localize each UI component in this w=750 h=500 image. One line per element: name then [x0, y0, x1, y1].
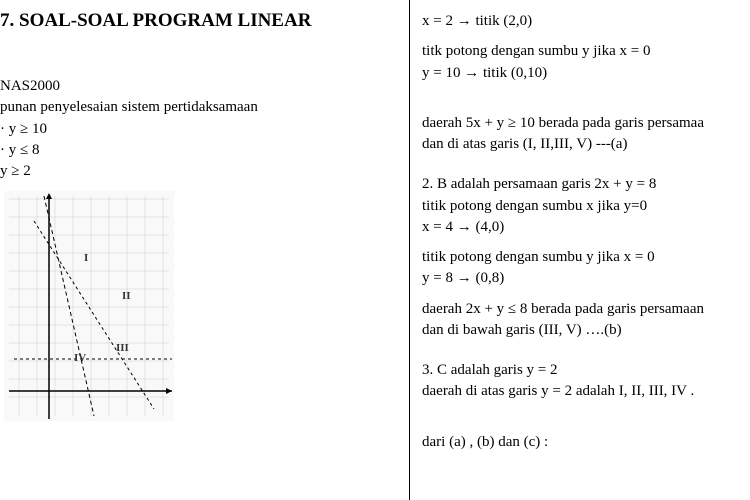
page-title: 7. SOAL-SOAL PROGRAM LINEAR	[0, 10, 409, 32]
sol-line-13: 3. C adalah garis y = 2	[422, 360, 742, 380]
sol-line-2: titk potong dengan sumbu y jika x = 0	[422, 41, 742, 61]
inequality-3: y ≥ 2	[0, 161, 409, 181]
svg-text:III: III	[116, 342, 129, 354]
sol-line-5: dan di atas garis (I, II,III, V) ---(a)	[422, 134, 742, 154]
sol-line-9: titik potong dengan sumbu y jika x = 0	[422, 247, 742, 267]
sol-line-14: daerah di atas garis y = 2 adalah I, II,…	[422, 381, 742, 401]
graph-figure: IIIIIIIV	[4, 191, 409, 426]
sol-line-7: titik potong dengan sumbu x jika y=0	[422, 196, 742, 216]
sol-line-15: dari (a) , (b) dan (c) :	[422, 432, 742, 452]
sol-line-1: x = 2 → titik (2,0)	[422, 11, 742, 31]
sol-line-8: x = 4 → (4,0)	[422, 217, 742, 237]
problem-desc: punan penyelesaian sistem pertidaksamaan	[0, 97, 409, 117]
inequality-1: · y ≥ 10	[0, 119, 409, 139]
svg-text:I: I	[84, 252, 88, 264]
sol-line-6: 2. B adalah persamaan garis 2x + y = 8	[422, 174, 742, 194]
svg-text:II: II	[122, 290, 131, 302]
sol-line-4: daerah 5x + y ≥ 10 berada pada garis per…	[422, 113, 742, 133]
sol-line-3: y = 10 → titik (0,10)	[422, 63, 742, 83]
svg-text:IV: IV	[74, 352, 86, 364]
sol-line-12: dan di bawah garis (III, V) ….(b)	[422, 320, 742, 340]
source-label: NAS2000	[0, 76, 409, 96]
inequality-2: · y ≤ 8	[0, 140, 409, 160]
sol-line-11: daerah 2x + y ≤ 8 berada pada garis pers…	[422, 299, 742, 319]
sol-line-10: y = 8 → (0,8)	[422, 268, 742, 288]
